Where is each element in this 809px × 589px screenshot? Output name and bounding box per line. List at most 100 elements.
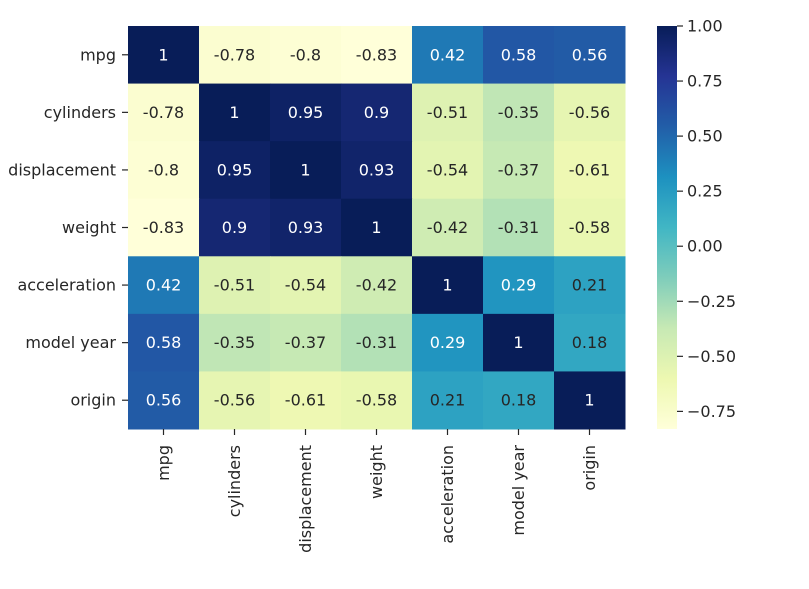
heatmap-cell <box>199 141 271 200</box>
cell-annotation: 0.95 <box>217 160 253 179</box>
cell-annotation: -0.31 <box>356 333 397 352</box>
cell-annotation: 1 <box>584 391 594 410</box>
heatmap-cell <box>128 371 200 430</box>
heatmap-cell <box>483 256 555 315</box>
heatmap-cell <box>270 256 342 315</box>
cell-annotation: -0.83 <box>143 218 184 237</box>
heatmap-cell <box>341 83 413 142</box>
x-tick-label: mpg <box>154 445 173 481</box>
colorbar-tick-label: −0.50 <box>687 347 736 366</box>
colorbar-tick-label: −0.75 <box>687 402 736 421</box>
heatmap-cell <box>199 83 271 142</box>
y-tick-label: weight <box>62 218 116 237</box>
cell-annotation: 0.18 <box>501 391 537 410</box>
heatmap-cell <box>128 26 200 85</box>
cell-annotation: 0.9 <box>222 218 247 237</box>
heatmap-cell <box>554 141 626 200</box>
cell-annotation: 0.56 <box>146 391 182 410</box>
colorbar-gradient <box>657 26 677 429</box>
cell-annotation: 0.42 <box>430 45 466 64</box>
y-tick-label: mpg <box>80 45 116 64</box>
x-tick-label: weight <box>367 445 386 499</box>
heatmap-cell <box>554 83 626 142</box>
cell-annotation: -0.83 <box>356 45 397 64</box>
cell-annotation: 0.9 <box>364 103 389 122</box>
heatmap-cell <box>128 313 200 372</box>
heatmap-cell <box>341 371 413 430</box>
cell-annotation: 1 <box>158 45 168 64</box>
heatmap-cells <box>128 26 626 430</box>
x-tick-label: displacement <box>296 445 315 553</box>
heatmap-cell <box>128 83 200 142</box>
heatmap-cell <box>554 198 626 257</box>
heatmap-cell <box>483 141 555 200</box>
heatmap-cell <box>199 198 271 257</box>
cell-annotation: 0.21 <box>572 276 608 295</box>
heatmap-cell <box>270 26 342 85</box>
heatmap-annotations: 1 -0.78 -0.8 -0.83 0.42 0.58 0.56 -0.78 1 0.95 0.9… <box>143 45 610 409</box>
cell-annotation: 0.93 <box>359 160 395 179</box>
heatmap-cell <box>341 256 413 315</box>
cell-annotation: 0.58 <box>501 45 537 64</box>
cell-annotation: 0.21 <box>430 391 466 410</box>
y-tick-label: origin <box>70 391 116 410</box>
heatmap-cell <box>270 313 342 372</box>
cell-annotation: -0.56 <box>569 103 610 122</box>
colorbar-tick-label: 1.00 <box>687 17 723 36</box>
cell-annotation: 1 <box>229 103 239 122</box>
cell-annotation: 0.18 <box>572 333 608 352</box>
heatmap-cell <box>554 26 626 85</box>
x-tick-label: model year <box>509 445 528 536</box>
heatmap-cell <box>412 313 484 372</box>
cell-annotation: 0.58 <box>146 333 182 352</box>
heatmap-cell <box>412 256 484 315</box>
heatmap-cell <box>554 256 626 315</box>
cell-annotation: -0.58 <box>569 218 610 237</box>
cell-annotation: -0.61 <box>285 391 326 410</box>
heatmap-cell <box>412 371 484 430</box>
cell-annotation: -0.78 <box>143 103 184 122</box>
colorbar: 1.00 0.75 0.50 0.25 0.00 −0.25 −0.50 −0.75 <box>657 17 736 429</box>
heatmap-cell <box>412 26 484 85</box>
y-axis: mpg cylinders displacement weight accelerati… <box>8 45 128 410</box>
cell-annotation: 1 <box>371 218 381 237</box>
cell-annotation: -0.58 <box>356 391 397 410</box>
heatmap-cell <box>483 26 555 85</box>
heatmap-cell <box>412 83 484 142</box>
heatmap-cell <box>412 198 484 257</box>
heatmap-cell <box>412 141 484 200</box>
cell-annotation: -0.42 <box>427 218 468 237</box>
cell-annotation: -0.35 <box>214 333 255 352</box>
cell-annotation: -0.37 <box>498 160 539 179</box>
colorbar-tick-label: 0.75 <box>687 72 723 91</box>
y-tick-label: displacement <box>8 160 116 179</box>
heatmap-cell <box>128 256 200 315</box>
heatmap-cell <box>483 198 555 257</box>
heatmap-cell <box>199 256 271 315</box>
cell-annotation: -0.35 <box>498 103 539 122</box>
cell-annotation: -0.78 <box>214 45 255 64</box>
heatmap-cell <box>199 26 271 85</box>
x-tick-label: origin <box>580 445 599 491</box>
cell-annotation: 0.29 <box>501 276 537 295</box>
cell-annotation: -0.61 <box>569 160 610 179</box>
cell-annotation: -0.42 <box>356 276 397 295</box>
cell-annotation: -0.51 <box>214 276 255 295</box>
heatmap-cell <box>483 83 555 142</box>
heatmap-cell <box>554 313 626 372</box>
y-tick-label: model year <box>25 333 116 352</box>
heatmap-cell <box>341 198 413 257</box>
cell-annotation: 0.93 <box>288 218 324 237</box>
y-tick-label: cylinders <box>44 103 116 122</box>
colorbar-tick-label: −0.25 <box>687 292 736 311</box>
heatmap-cell <box>341 141 413 200</box>
cell-annotation: 0.29 <box>430 333 466 352</box>
heatmap-cell <box>483 371 555 430</box>
cell-annotation: -0.51 <box>427 103 468 122</box>
x-tick-label: cylinders <box>225 445 244 517</box>
heatmap-cell <box>199 313 271 372</box>
cell-annotation: 1 <box>300 160 310 179</box>
heatmap-cell <box>128 198 200 257</box>
heatmap-cell <box>270 198 342 257</box>
heatmap-cell <box>270 371 342 430</box>
